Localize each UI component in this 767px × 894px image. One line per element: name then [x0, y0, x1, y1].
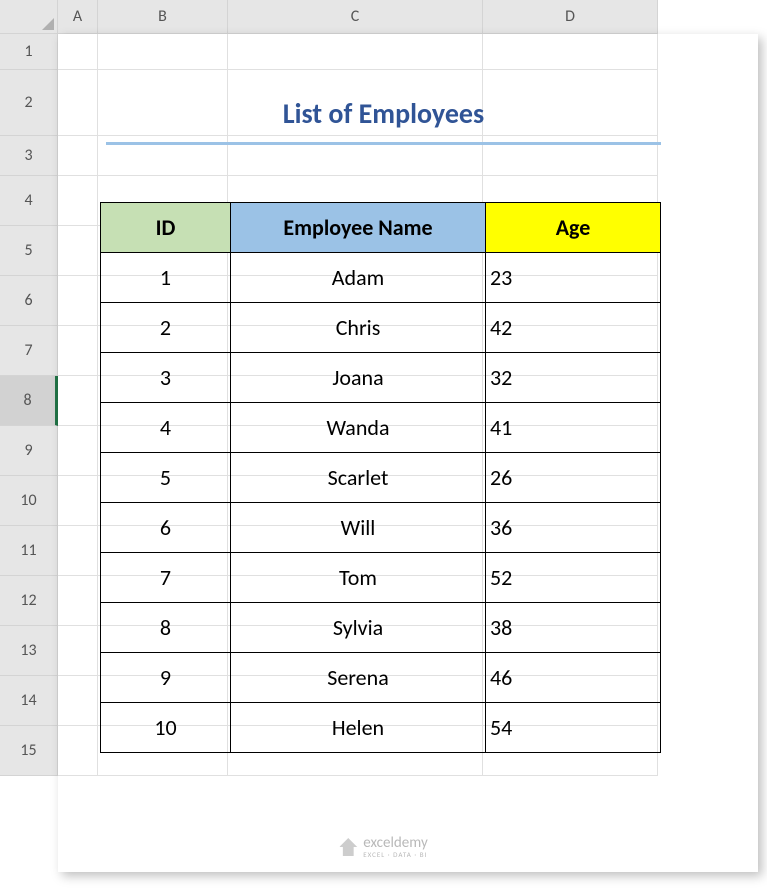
cell-id[interactable]: 4 [101, 403, 231, 453]
cell-age[interactable]: 23 [486, 253, 661, 303]
table-row: 1Adam23 [101, 253, 661, 303]
cell-age[interactable]: 54 [486, 703, 661, 753]
row-header-13[interactable]: 13 [0, 626, 58, 676]
table-body: 1Adam232Chris423Joana324Wanda415Scarlet2… [101, 253, 661, 753]
row-header-7[interactable]: 7 [0, 326, 58, 376]
row-header-15[interactable]: 15 [0, 726, 58, 776]
row-header-6[interactable]: 6 [0, 276, 58, 326]
row-header-2[interactable]: 2 [0, 70, 58, 136]
cell-age[interactable]: 38 [486, 603, 661, 653]
cell[interactable] [58, 676, 98, 726]
header-id[interactable]: ID [101, 203, 231, 253]
cell-name[interactable]: Joana [231, 353, 486, 403]
cell[interactable] [58, 426, 98, 476]
select-all-corner[interactable] [0, 0, 58, 34]
table-row: 9Serena46 [101, 653, 661, 703]
cell-id[interactable]: 1 [101, 253, 231, 303]
watermark: exceldemy EXCEL · DATA · BI [339, 836, 427, 858]
cell-name[interactable]: Scarlet [231, 453, 486, 503]
watermark-logo-icon [339, 838, 357, 856]
cell[interactable] [58, 226, 98, 276]
cell[interactable] [58, 376, 98, 426]
table-header-row: ID Employee Name Age [101, 203, 661, 253]
cell-id[interactable]: 9 [101, 653, 231, 703]
col-header-d[interactable]: D [483, 0, 658, 34]
watermark-sub: EXCEL · DATA · BI [363, 851, 427, 858]
cell-name[interactable]: Chris [231, 303, 486, 353]
cell-id[interactable]: 5 [101, 453, 231, 503]
cell[interactable] [98, 34, 228, 70]
cell-id[interactable]: 8 [101, 603, 231, 653]
cell-age[interactable]: 36 [486, 503, 661, 553]
row-header-3[interactable]: 3 [0, 136, 58, 176]
cell-age[interactable]: 26 [486, 453, 661, 503]
cell[interactable] [58, 176, 98, 226]
table-row: 3Joana32 [101, 353, 661, 403]
cell-id[interactable]: 6 [101, 503, 231, 553]
cell-age[interactable]: 42 [486, 303, 661, 353]
table-row: 4Wanda41 [101, 403, 661, 453]
cell-age[interactable]: 52 [486, 553, 661, 603]
cell[interactable] [58, 576, 98, 626]
table-row: 2Chris42 [101, 303, 661, 353]
header-age[interactable]: Age [486, 203, 661, 253]
cell[interactable] [58, 526, 98, 576]
cell-name[interactable]: Wanda [231, 403, 486, 453]
table-row: 5Scarlet26 [101, 453, 661, 503]
cell-age[interactable]: 32 [486, 353, 661, 403]
col-header-b[interactable]: B [98, 0, 228, 34]
table-row: 8Sylvia38 [101, 603, 661, 653]
cell[interactable] [228, 34, 483, 70]
page-title: List of Employees [106, 85, 661, 145]
cell-id[interactable]: 2 [101, 303, 231, 353]
row-header-9[interactable]: 9 [0, 426, 58, 476]
cell[interactable] [58, 70, 98, 136]
header-name[interactable]: Employee Name [231, 203, 486, 253]
cell[interactable] [58, 626, 98, 676]
cell[interactable] [58, 136, 98, 176]
row-header-5[interactable]: 5 [0, 226, 58, 276]
cell[interactable] [483, 34, 658, 70]
watermark-name: exceldemy [363, 836, 427, 851]
cell[interactable] [58, 326, 98, 376]
table-row: 6Will36 [101, 503, 661, 553]
col-header-a[interactable]: A [58, 0, 98, 34]
cell-id[interactable]: 10 [101, 703, 231, 753]
row-header-14[interactable]: 14 [0, 676, 58, 726]
cell-name[interactable]: Will [231, 503, 486, 553]
row-header-1[interactable]: 1 [0, 34, 58, 70]
cell[interactable] [58, 34, 98, 70]
cell-age[interactable]: 46 [486, 653, 661, 703]
cell[interactable] [58, 276, 98, 326]
table-row: 7Tom52 [101, 553, 661, 603]
cell-name[interactable]: Adam [231, 253, 486, 303]
cell-name[interactable]: Helen [231, 703, 486, 753]
cell[interactable] [58, 476, 98, 526]
col-header-c[interactable]: C [228, 0, 483, 34]
cell-id[interactable]: 7 [101, 553, 231, 603]
cell-name[interactable]: Tom [231, 553, 486, 603]
row-header-12[interactable]: 12 [0, 576, 58, 626]
cell-age[interactable]: 41 [486, 403, 661, 453]
table-row: 10Helen54 [101, 703, 661, 753]
row-header-8[interactable]: 8 [0, 376, 58, 426]
row-header-10[interactable]: 10 [0, 476, 58, 526]
cell[interactable] [58, 726, 98, 776]
cell-name[interactable]: Serena [231, 653, 486, 703]
cell-name[interactable]: Sylvia [231, 603, 486, 653]
cell-id[interactable]: 3 [101, 353, 231, 403]
row-header-11[interactable]: 11 [0, 526, 58, 576]
employees-table: ID Employee Name Age 1Adam232Chris423Joa… [100, 202, 661, 753]
row-header-4[interactable]: 4 [0, 176, 58, 226]
